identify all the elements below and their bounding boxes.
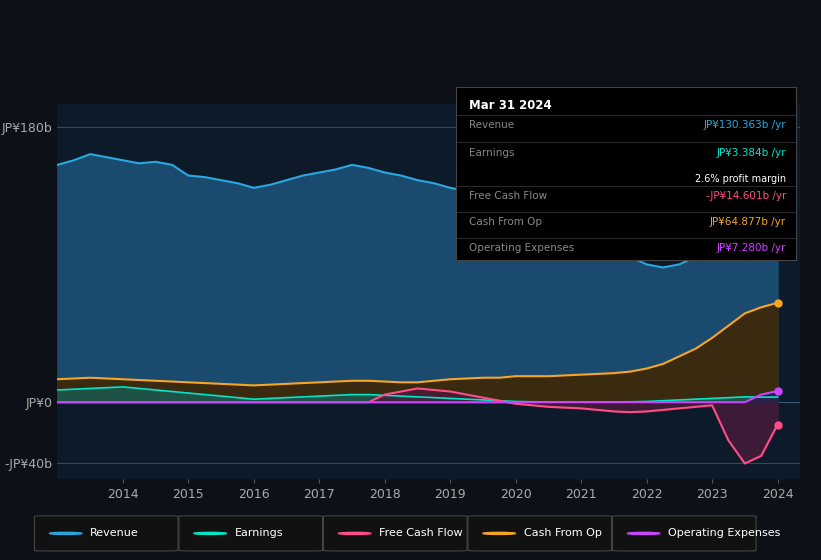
Text: Cash From Op: Cash From Op <box>470 217 543 227</box>
FancyBboxPatch shape <box>612 516 756 551</box>
Text: -JP¥14.601b /yr: -JP¥14.601b /yr <box>706 191 787 201</box>
Text: JP¥130.363b /yr: JP¥130.363b /yr <box>704 120 787 130</box>
Text: Mar 31 2024: Mar 31 2024 <box>470 99 552 112</box>
Text: Free Cash Flow: Free Cash Flow <box>379 529 463 538</box>
Text: Cash From Op: Cash From Op <box>524 529 602 538</box>
Text: Free Cash Flow: Free Cash Flow <box>470 191 548 201</box>
Text: Earnings: Earnings <box>235 529 283 538</box>
Text: Operating Expenses: Operating Expenses <box>668 529 781 538</box>
Circle shape <box>49 533 82 534</box>
Text: JP¥64.877b /yr: JP¥64.877b /yr <box>710 217 787 227</box>
FancyBboxPatch shape <box>34 516 178 551</box>
Circle shape <box>194 533 227 534</box>
Circle shape <box>483 533 516 534</box>
FancyBboxPatch shape <box>179 516 323 551</box>
FancyBboxPatch shape <box>323 516 467 551</box>
FancyBboxPatch shape <box>468 516 612 551</box>
Text: Revenue: Revenue <box>470 120 515 130</box>
Circle shape <box>627 533 660 534</box>
Text: JP¥7.280b /yr: JP¥7.280b /yr <box>717 243 787 253</box>
Text: Earnings: Earnings <box>470 148 515 157</box>
Text: 2.6% profit margin: 2.6% profit margin <box>695 174 787 184</box>
Circle shape <box>338 533 371 534</box>
Text: JP¥3.384b /yr: JP¥3.384b /yr <box>717 148 787 157</box>
Text: Revenue: Revenue <box>90 529 139 538</box>
Text: Operating Expenses: Operating Expenses <box>470 243 575 253</box>
